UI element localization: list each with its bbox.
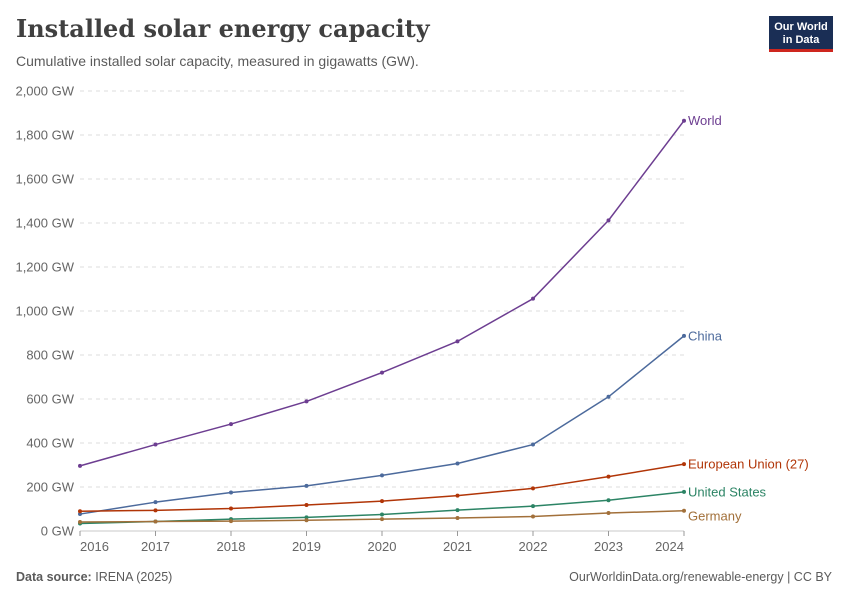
series-label: European Union (27): [688, 457, 809, 472]
x-tick-label: 2022: [519, 539, 548, 554]
data-point[interactable]: [229, 422, 233, 427]
data-point[interactable]: [606, 474, 611, 479]
x-tick-label: 2024: [655, 539, 684, 554]
series-line[interactable]: [79, 120, 685, 467]
x-tick-label: 2021: [443, 539, 472, 554]
data-point[interactable]: [304, 483, 309, 488]
data-point[interactable]: [153, 442, 158, 447]
data-point[interactable]: [229, 506, 233, 511]
chart-subtitle: Cumulative installed solar capacity, mea…: [16, 53, 419, 69]
data-point[interactable]: [682, 462, 686, 467]
data-source: Data source: IRENA (2025): [16, 570, 172, 584]
data-point[interactable]: [531, 296, 535, 301]
data-point[interactable]: [606, 498, 611, 503]
data-point[interactable]: [531, 504, 535, 509]
data-point[interactable]: [78, 512, 82, 517]
chart-title: Installed solar energy capacity: [16, 14, 430, 43]
data-point[interactable]: [531, 486, 535, 491]
y-tick-label: 400 GW: [26, 436, 74, 451]
data-point[interactable]: [682, 118, 686, 123]
data-point[interactable]: [531, 514, 535, 519]
data-point[interactable]: [78, 463, 82, 468]
y-tick-label: 1,400 GW: [15, 216, 74, 231]
series-label: Germany: [688, 508, 742, 523]
data-source-label: Data source:: [16, 570, 92, 584]
data-point[interactable]: [229, 490, 233, 495]
y-tick-label: 600 GW: [26, 392, 74, 407]
data-point[interactable]: [682, 489, 686, 494]
data-point[interactable]: [380, 370, 384, 375]
y-tick-label: 0 GW: [41, 524, 75, 539]
series-line[interactable]: [79, 463, 685, 512]
y-tick-label: 1,200 GW: [15, 260, 74, 275]
logo-line-1: Our World: [774, 20, 828, 33]
x-tick-label: 2020: [368, 539, 397, 554]
data-point[interactable]: [455, 508, 460, 513]
data-point[interactable]: [153, 500, 158, 505]
x-tick-label: 2019: [292, 539, 321, 554]
data-point[interactable]: [229, 519, 233, 524]
series-label: United States: [688, 484, 767, 499]
data-point[interactable]: [153, 519, 158, 524]
data-point[interactable]: [606, 394, 611, 399]
data-point[interactable]: [380, 499, 384, 504]
source-link[interactable]: OurWorldinData.org/renewable-energy | CC…: [569, 570, 832, 584]
data-point[interactable]: [380, 512, 384, 517]
x-tick-label: 2017: [141, 539, 170, 554]
y-tick-label: 1,800 GW: [15, 128, 74, 143]
data-point[interactable]: [153, 508, 158, 513]
data-source-value: IRENA (2025): [95, 570, 173, 584]
data-point[interactable]: [531, 442, 535, 447]
y-tick-label: 1,000 GW: [15, 304, 74, 319]
data-point[interactable]: [455, 461, 460, 466]
x-tick-label: 2023: [594, 539, 623, 554]
data-point[interactable]: [606, 218, 611, 223]
data-point[interactable]: [606, 510, 611, 515]
data-point[interactable]: [304, 503, 309, 508]
y-tick-label: 200 GW: [26, 480, 74, 495]
series-label: China: [688, 328, 723, 343]
data-point[interactable]: [455, 339, 460, 344]
data-point[interactable]: [380, 517, 384, 522]
data-point[interactable]: [78, 519, 82, 524]
y-tick-label: 1,600 GW: [15, 172, 74, 187]
data-point[interactable]: [682, 508, 686, 513]
data-point[interactable]: [455, 493, 460, 498]
owid-logo[interactable]: Our World in Data: [769, 16, 833, 52]
data-point[interactable]: [304, 399, 309, 404]
x-tick-label: 2018: [217, 539, 246, 554]
data-point[interactable]: [304, 515, 309, 520]
logo-line-2: in Data: [782, 33, 820, 46]
series-label: World: [688, 113, 722, 128]
data-point[interactable]: [455, 516, 460, 521]
data-point[interactable]: [78, 509, 82, 514]
data-point[interactable]: [380, 473, 384, 478]
data-point[interactable]: [304, 518, 309, 523]
y-tick-label: 2,000 GW: [15, 84, 74, 99]
x-tick-label: 2016: [80, 539, 109, 554]
y-tick-label: 800 GW: [26, 348, 74, 363]
data-point[interactable]: [682, 333, 686, 338]
